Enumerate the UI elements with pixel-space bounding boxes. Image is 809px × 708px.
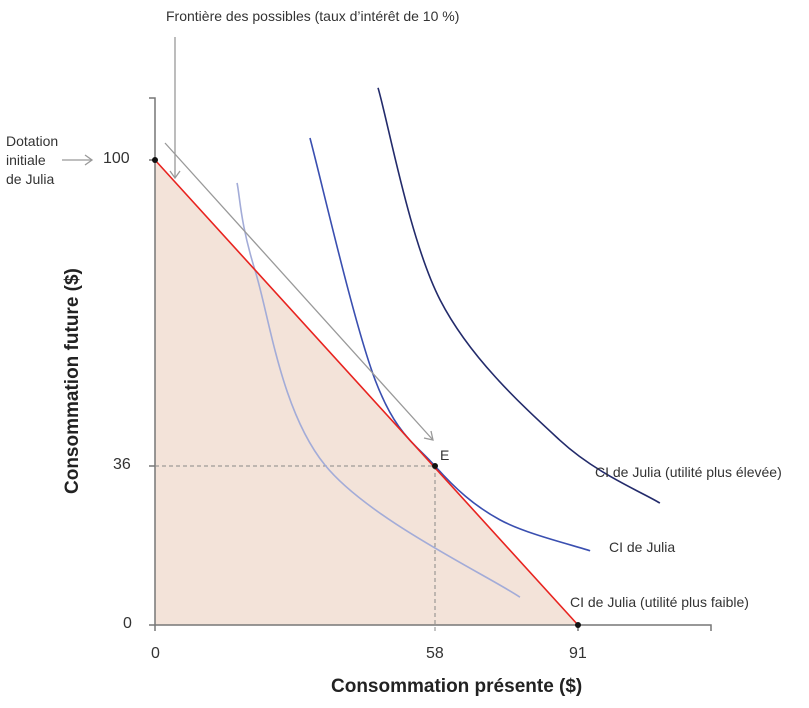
y-tick-0: 0 [123, 615, 132, 632]
frontier-pointer-arrowhead [423, 430, 434, 441]
x-tick-0: 0 [151, 645, 160, 662]
y-axis-label: Consommation future ($) [62, 268, 83, 494]
y-tick-100: 100 [103, 150, 130, 167]
endowment-point [152, 157, 158, 163]
ic-mid-label: CI de Julia [609, 539, 676, 555]
frontier-annotation: Frontière des possibles (taux d’intérêt … [166, 8, 460, 24]
endowment-line-2: initiale [6, 152, 46, 168]
frontier-pointer-arrow [164, 142, 434, 441]
x-axis-label: Consommation présente ($) [331, 676, 583, 697]
budget-frontier-line [154, 159, 579, 626]
x-tick-58: 58 [426, 645, 444, 662]
endowment-line-1: Dotation [6, 133, 59, 149]
endowment-line-3: de Julia [6, 171, 55, 187]
frontier-x-intercept-point [575, 622, 581, 628]
endowment-label: Dotation initiale de Julia [6, 132, 58, 189]
equilibrium-point [432, 463, 438, 469]
y-tick-36: 36 [113, 456, 131, 473]
indifference-curve-2 [377, 87, 661, 504]
equilibrium-label: E [440, 447, 450, 463]
ic-low-label: CI de Julia (utilité plus faible) [570, 594, 749, 610]
x-tick-91: 91 [569, 645, 587, 662]
ic-high-label: CI de Julia (utilité plus élevée) [595, 464, 782, 480]
endowment-arrowhead [84, 154, 94, 166]
frontier-label-arrowhead [169, 170, 181, 180]
